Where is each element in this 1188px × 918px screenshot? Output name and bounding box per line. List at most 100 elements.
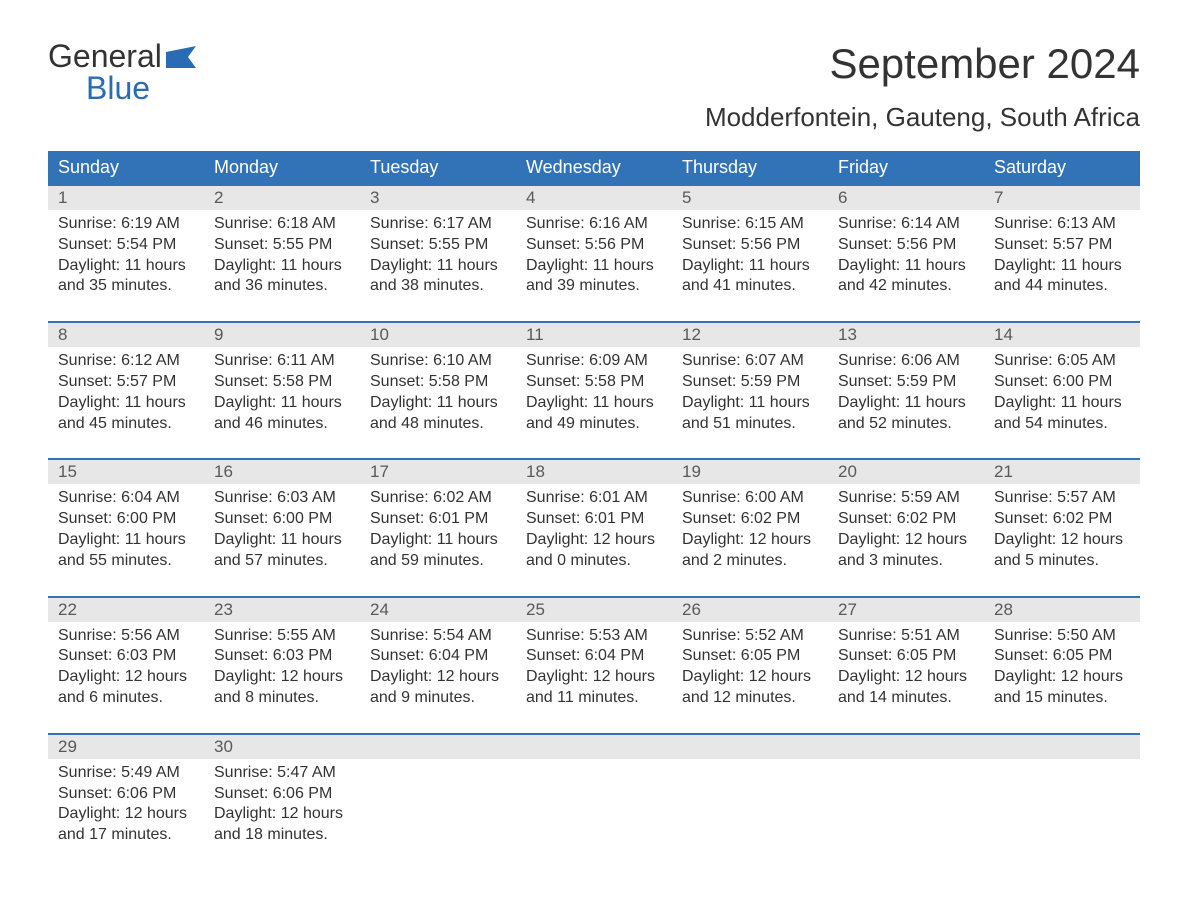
day-sr: Sunrise: 5:53 AM xyxy=(526,626,662,647)
detail-row: Sunrise: 6:04 AMSunset: 6:00 PMDaylight:… xyxy=(48,484,1140,577)
day-d1: Daylight: 12 hours xyxy=(682,667,818,688)
day-detail: Sunrise: 5:52 AMSunset: 6:05 PMDaylight:… xyxy=(672,622,828,715)
day-d2: and 38 minutes. xyxy=(370,276,506,297)
day-sr: Sunrise: 6:12 AM xyxy=(58,351,194,372)
day-detail: Sunrise: 6:07 AMSunset: 5:59 PMDaylight:… xyxy=(672,347,828,440)
day-detail xyxy=(984,759,1140,852)
day-d1: Daylight: 12 hours xyxy=(214,667,350,688)
title-block: September 2024 Modderfontein, Gauteng, S… xyxy=(705,40,1140,133)
day-ss: Sunset: 5:56 PM xyxy=(526,235,662,256)
day-d1: Daylight: 12 hours xyxy=(526,667,662,688)
day-detail: Sunrise: 6:18 AMSunset: 5:55 PMDaylight:… xyxy=(204,210,360,303)
day-number: 13 xyxy=(828,323,984,347)
day-sr: Sunrise: 6:09 AM xyxy=(526,351,662,372)
detail-row: Sunrise: 5:49 AMSunset: 6:06 PMDaylight:… xyxy=(48,759,1140,852)
day-sr: Sunrise: 5:57 AM xyxy=(994,488,1130,509)
day-d1: Daylight: 11 hours xyxy=(682,256,818,277)
day-d2: and 55 minutes. xyxy=(58,551,194,572)
day-d2: and 3 minutes. xyxy=(838,551,974,572)
day-sr: Sunrise: 5:51 AM xyxy=(838,626,974,647)
day-d1: Daylight: 12 hours xyxy=(58,667,194,688)
day-number: 20 xyxy=(828,460,984,484)
day-detail: Sunrise: 6:00 AMSunset: 6:02 PMDaylight:… xyxy=(672,484,828,577)
day-number: 19 xyxy=(672,460,828,484)
day-sr: Sunrise: 6:01 AM xyxy=(526,488,662,509)
logo-word2: Blue xyxy=(86,72,196,104)
week-block: 1234567Sunrise: 6:19 AMSunset: 5:54 PMDa… xyxy=(48,184,1140,303)
day-ss: Sunset: 5:59 PM xyxy=(682,372,818,393)
day-d1: Daylight: 11 hours xyxy=(994,393,1130,414)
day-number: 26 xyxy=(672,598,828,622)
day-ss: Sunset: 5:58 PM xyxy=(214,372,350,393)
day-of-week-header: SundayMondayTuesdayWednesdayThursdayFrid… xyxy=(48,151,1140,184)
day-sr: Sunrise: 6:02 AM xyxy=(370,488,506,509)
day-d1: Daylight: 12 hours xyxy=(370,667,506,688)
day-ss: Sunset: 6:05 PM xyxy=(682,646,818,667)
day-d1: Daylight: 12 hours xyxy=(994,530,1130,551)
day-ss: Sunset: 6:01 PM xyxy=(526,509,662,530)
day-d1: Daylight: 11 hours xyxy=(214,393,350,414)
weeks-container: 1234567Sunrise: 6:19 AMSunset: 5:54 PMDa… xyxy=(48,184,1140,852)
day-ss: Sunset: 5:55 PM xyxy=(214,235,350,256)
day-d1: Daylight: 12 hours xyxy=(838,667,974,688)
day-detail: Sunrise: 6:16 AMSunset: 5:56 PMDaylight:… xyxy=(516,210,672,303)
day-d1: Daylight: 12 hours xyxy=(526,530,662,551)
day-detail xyxy=(672,759,828,852)
day-detail: Sunrise: 6:17 AMSunset: 5:55 PMDaylight:… xyxy=(360,210,516,303)
day-detail: Sunrise: 6:02 AMSunset: 6:01 PMDaylight:… xyxy=(360,484,516,577)
day-ss: Sunset: 6:03 PM xyxy=(214,646,350,667)
day-sr: Sunrise: 5:47 AM xyxy=(214,763,350,784)
day-detail xyxy=(360,759,516,852)
day-d2: and 35 minutes. xyxy=(58,276,194,297)
day-d2: and 36 minutes. xyxy=(214,276,350,297)
day-detail: Sunrise: 6:03 AMSunset: 6:00 PMDaylight:… xyxy=(204,484,360,577)
day-ss: Sunset: 6:03 PM xyxy=(58,646,194,667)
day-d1: Daylight: 11 hours xyxy=(58,530,194,551)
calendar: SundayMondayTuesdayWednesdayThursdayFrid… xyxy=(48,151,1140,852)
day-detail: Sunrise: 6:15 AMSunset: 5:56 PMDaylight:… xyxy=(672,210,828,303)
day-d2: and 18 minutes. xyxy=(214,825,350,846)
day-detail: Sunrise: 6:06 AMSunset: 5:59 PMDaylight:… xyxy=(828,347,984,440)
day-d2: and 17 minutes. xyxy=(58,825,194,846)
week-block: 2930Sunrise: 5:49 AMSunset: 6:06 PMDayli… xyxy=(48,733,1140,852)
detail-row: Sunrise: 5:56 AMSunset: 6:03 PMDaylight:… xyxy=(48,622,1140,715)
day-d1: Daylight: 11 hours xyxy=(370,393,506,414)
day-number: 4 xyxy=(516,186,672,210)
day-number: 29 xyxy=(48,735,204,759)
day-detail xyxy=(516,759,672,852)
day-d1: Daylight: 11 hours xyxy=(682,393,818,414)
day-d2: and 59 minutes. xyxy=(370,551,506,572)
week-block: 22232425262728Sunrise: 5:56 AMSunset: 6:… xyxy=(48,596,1140,715)
day-number: 18 xyxy=(516,460,672,484)
day-number: 10 xyxy=(360,323,516,347)
day-d2: and 42 minutes. xyxy=(838,276,974,297)
day-number: 23 xyxy=(204,598,360,622)
day-ss: Sunset: 6:02 PM xyxy=(682,509,818,530)
month-title: September 2024 xyxy=(705,40,1140,88)
day-ss: Sunset: 6:06 PM xyxy=(58,784,194,805)
day-number: 9 xyxy=(204,323,360,347)
dow-cell: Saturday xyxy=(984,151,1140,184)
day-ss: Sunset: 5:55 PM xyxy=(370,235,506,256)
week-block: 15161718192021Sunrise: 6:04 AMSunset: 6:… xyxy=(48,458,1140,577)
day-detail: Sunrise: 6:10 AMSunset: 5:58 PMDaylight:… xyxy=(360,347,516,440)
day-number: 6 xyxy=(828,186,984,210)
day-number: 1 xyxy=(48,186,204,210)
day-d2: and 44 minutes. xyxy=(994,276,1130,297)
day-detail: Sunrise: 6:01 AMSunset: 6:01 PMDaylight:… xyxy=(516,484,672,577)
day-d1: Daylight: 11 hours xyxy=(370,530,506,551)
day-number xyxy=(984,735,1140,759)
day-number: 27 xyxy=(828,598,984,622)
day-detail: Sunrise: 5:54 AMSunset: 6:04 PMDaylight:… xyxy=(360,622,516,715)
day-number: 14 xyxy=(984,323,1140,347)
day-number: 21 xyxy=(984,460,1140,484)
dow-cell: Tuesday xyxy=(360,151,516,184)
detail-row: Sunrise: 6:12 AMSunset: 5:57 PMDaylight:… xyxy=(48,347,1140,440)
day-detail: Sunrise: 5:57 AMSunset: 6:02 PMDaylight:… xyxy=(984,484,1140,577)
day-ss: Sunset: 5:54 PM xyxy=(58,235,194,256)
day-ss: Sunset: 5:58 PM xyxy=(370,372,506,393)
day-ss: Sunset: 6:00 PM xyxy=(214,509,350,530)
day-sr: Sunrise: 6:17 AM xyxy=(370,214,506,235)
day-d1: Daylight: 11 hours xyxy=(526,256,662,277)
day-ss: Sunset: 5:59 PM xyxy=(838,372,974,393)
